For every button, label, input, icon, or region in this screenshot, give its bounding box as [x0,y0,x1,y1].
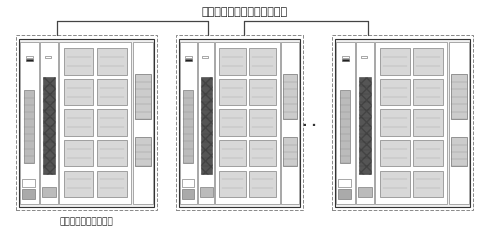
Bar [132,42,152,203]
Bar [341,56,348,58]
Bar [200,187,212,197]
Bar [63,140,93,166]
Bar [202,56,208,58]
Bar [19,39,154,207]
Bar [447,42,468,203]
Bar [339,90,349,163]
Bar [412,109,442,136]
Bar [360,56,366,58]
Bar [180,42,197,203]
Text: 通过光纤交叉控制器同侧级联: 通过光纤交叉控制器同侧级联 [201,7,287,17]
Bar [412,140,442,166]
Bar [219,140,245,166]
Bar [412,171,442,197]
Bar [16,35,157,210]
Bar [134,137,150,166]
Bar [26,59,33,61]
Bar [248,171,275,197]
Bar [22,179,35,187]
Bar [379,140,408,166]
Bar [379,171,408,197]
Bar [63,79,93,105]
Bar [26,56,33,58]
Bar [219,109,245,136]
Bar [59,42,131,203]
Bar [282,137,297,166]
Bar [41,42,58,203]
Bar [248,109,275,136]
Bar [179,39,300,207]
Bar [375,42,447,203]
Bar [97,48,126,75]
Bar [176,35,302,210]
Bar [63,48,93,75]
Bar [43,78,55,174]
Text: · · · · · ·: · · · · · · [265,119,315,132]
Bar [219,48,245,75]
Bar [412,48,442,75]
Bar [97,171,126,197]
Bar [22,189,35,199]
Bar [341,59,348,61]
Bar [42,187,56,197]
Bar [248,140,275,166]
Bar [248,79,275,105]
Bar [182,189,193,199]
Bar [185,59,191,61]
Bar [183,90,192,163]
Bar [248,48,275,75]
Bar [201,78,211,174]
Bar [356,42,373,203]
Bar [337,179,351,187]
Bar [219,79,245,105]
Bar [185,56,191,58]
Bar [379,79,408,105]
Bar [182,179,193,187]
Bar [45,56,51,58]
Bar [280,42,299,203]
Bar [63,171,93,197]
Bar [336,42,354,203]
Bar [97,79,126,105]
Bar [358,78,371,174]
Bar [198,42,214,203]
Bar [334,39,469,207]
Bar [379,109,408,136]
Bar [337,189,351,199]
Bar [358,187,371,197]
Bar [215,42,279,203]
Bar [449,74,466,120]
Bar [23,90,34,163]
Bar [449,137,466,166]
Bar [134,74,150,120]
Bar [412,79,442,105]
Bar [97,140,126,166]
Bar [379,48,408,75]
Text: 基本（或扩展）控制器: 基本（或扩展）控制器 [60,217,113,226]
Bar [282,74,297,120]
Bar [97,109,126,136]
Bar [63,109,93,136]
Bar [331,35,472,210]
Bar [20,42,39,203]
Bar [219,171,245,197]
